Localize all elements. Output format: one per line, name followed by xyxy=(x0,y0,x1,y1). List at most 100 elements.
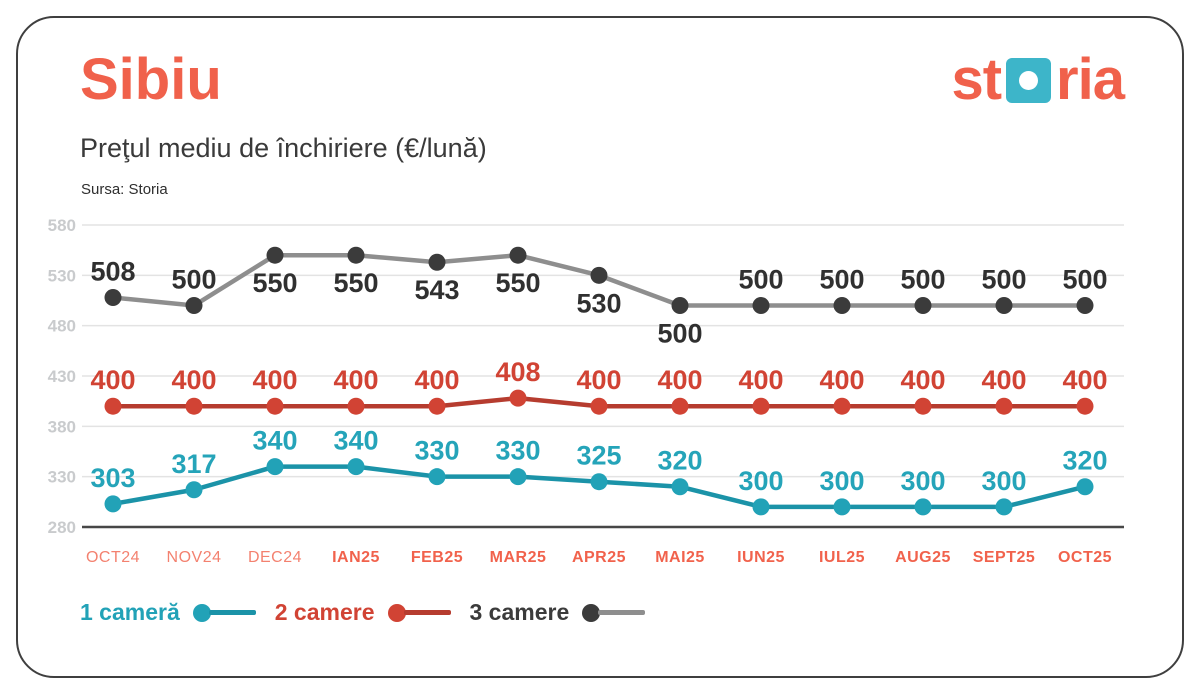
data-point xyxy=(104,397,122,415)
value-label: 550 xyxy=(333,268,378,298)
data-point xyxy=(914,498,932,516)
data-point xyxy=(509,468,527,486)
legend-item-2-camere: 2 camere xyxy=(275,599,451,626)
data-point xyxy=(347,246,365,264)
value-label: 500 xyxy=(171,265,216,295)
value-label: 400 xyxy=(819,365,864,395)
logo-o-square-icon xyxy=(1006,57,1052,103)
value-label: 550 xyxy=(495,268,540,298)
value-label: 500 xyxy=(819,265,864,295)
month-label: DEC24 xyxy=(248,549,302,566)
data-point xyxy=(185,397,203,415)
data-point xyxy=(752,297,770,315)
data-point xyxy=(185,481,203,499)
y-tick-label: 330 xyxy=(48,468,76,487)
logo-text-ria: ria xyxy=(1056,47,1125,112)
value-label: 400 xyxy=(981,365,1026,395)
value-label: 300 xyxy=(819,466,864,496)
legend-label: 1 cameră xyxy=(80,599,180,625)
value-label: 500 xyxy=(738,265,783,295)
month-label: MAI25 xyxy=(655,549,705,566)
chart-legend: 1 cameră 2 camere 3 camere xyxy=(80,599,646,626)
value-label: 408 xyxy=(495,357,540,387)
data-point xyxy=(590,266,608,284)
value-label: 543 xyxy=(414,275,459,305)
y-tick-label: 580 xyxy=(48,216,76,235)
data-point xyxy=(428,253,446,271)
value-label: 330 xyxy=(495,436,540,466)
line-marker-icon xyxy=(387,603,451,622)
value-label: 303 xyxy=(90,463,135,493)
legend-line-icon xyxy=(403,610,451,615)
legend-item-3-camere: 3 camere xyxy=(470,599,646,626)
data-point xyxy=(266,458,284,476)
y-tick-label: 530 xyxy=(48,266,76,285)
value-label: 340 xyxy=(252,426,297,456)
data-point xyxy=(914,297,932,315)
value-label: 325 xyxy=(576,441,621,471)
data-point xyxy=(995,397,1013,415)
y-tick-label: 480 xyxy=(48,317,76,336)
logo-text-st: st xyxy=(951,47,1002,112)
data-point xyxy=(590,397,608,415)
legend-label: 3 camere xyxy=(469,599,570,625)
data-point xyxy=(104,288,122,306)
value-label: 500 xyxy=(900,265,945,295)
data-point xyxy=(752,498,770,516)
data-point xyxy=(833,297,851,315)
data-point xyxy=(347,458,365,476)
value-label: 500 xyxy=(981,265,1026,295)
legend-item-1-camera: 1 cameră xyxy=(80,599,256,626)
legend-label: 2 camere xyxy=(274,599,375,625)
line-marker-icon xyxy=(192,603,256,622)
month-label: NOV24 xyxy=(167,549,222,566)
value-label: 400 xyxy=(657,365,702,395)
logo-o-circle-icon xyxy=(1019,70,1039,90)
legend-line-icon xyxy=(208,610,256,615)
value-label: 320 xyxy=(1062,446,1107,476)
data-point xyxy=(185,297,203,315)
value-label: 508 xyxy=(90,256,135,286)
chart-subtitle: Preţul mediu de închiriere (€/lună) xyxy=(80,133,487,163)
month-label: SEPT25 xyxy=(973,549,1036,566)
data-point xyxy=(752,397,770,415)
value-label: 550 xyxy=(252,268,297,298)
legend-dot-icon xyxy=(582,603,601,622)
legend-dot-icon xyxy=(387,603,406,622)
value-label: 400 xyxy=(1062,365,1107,395)
month-label: IAN25 xyxy=(332,549,380,566)
month-label: FEB25 xyxy=(411,549,463,566)
data-point xyxy=(671,478,689,496)
month-label: AUG25 xyxy=(895,549,951,566)
month-label: OCT24 xyxy=(86,549,140,566)
legend-dot-icon xyxy=(192,603,211,622)
data-point xyxy=(833,397,851,415)
data-point xyxy=(266,246,284,264)
data-point xyxy=(671,397,689,415)
infographic-card xyxy=(16,16,1184,678)
data-point xyxy=(428,397,446,415)
data-point xyxy=(1076,478,1094,496)
value-label: 320 xyxy=(657,446,702,476)
value-label: 400 xyxy=(171,365,216,395)
value-label: 400 xyxy=(252,365,297,395)
data-point xyxy=(1076,297,1094,315)
value-label: 500 xyxy=(1062,265,1107,295)
data-point xyxy=(590,473,608,491)
data-point xyxy=(104,495,122,513)
data-point xyxy=(509,246,527,264)
value-label: 400 xyxy=(738,365,783,395)
value-label: 300 xyxy=(981,466,1026,496)
data-point xyxy=(671,297,689,315)
y-tick-label: 380 xyxy=(48,417,76,436)
data-point xyxy=(428,468,446,486)
value-label: 400 xyxy=(90,365,135,395)
source-label: Sursa: Storia xyxy=(81,181,168,198)
line-marker-icon xyxy=(582,603,646,622)
y-tick-label: 430 xyxy=(48,367,76,386)
value-label: 300 xyxy=(738,466,783,496)
value-label: 330 xyxy=(414,436,459,466)
data-point xyxy=(995,297,1013,315)
month-label: APR25 xyxy=(572,549,626,566)
